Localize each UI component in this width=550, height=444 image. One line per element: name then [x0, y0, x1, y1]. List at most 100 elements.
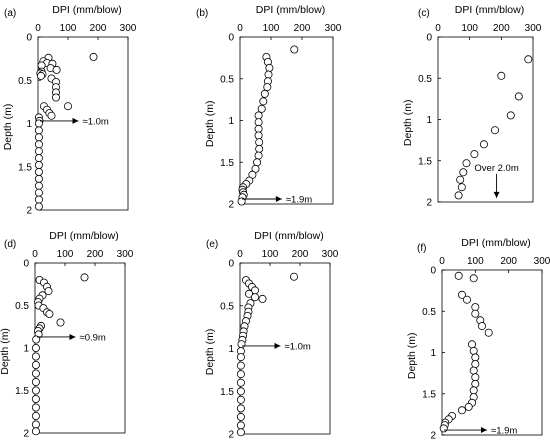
data-point: [237, 197, 246, 206]
data-point: [471, 303, 480, 312]
annotation-label: ≈1.0m: [83, 116, 109, 127]
y-tick-label: 0.5: [220, 74, 234, 85]
y-axis-label: Depth (m): [2, 104, 14, 151]
data-point: [236, 421, 245, 430]
data-point: [34, 174, 43, 183]
data-point: [506, 111, 515, 120]
x-tick-label: 200: [292, 249, 309, 260]
y-tick-label: 0.5: [422, 307, 436, 318]
data-point: [31, 411, 40, 420]
data-point: [253, 158, 262, 167]
chart-panel-c: (c) DPI (mm/blow) Depth (m) 0 100 200 300 0 0.5 1…: [402, 4, 542, 209]
data-point: [484, 328, 493, 337]
data-point: [469, 346, 478, 355]
data-point: [34, 140, 43, 149]
data-point: [52, 65, 61, 74]
y-tick-label: 1.5: [220, 387, 234, 398]
data-point: [45, 309, 54, 318]
data-point: [31, 394, 40, 403]
data-point: [34, 188, 43, 197]
x-axis-label: DPI (mm/blow): [461, 237, 530, 249]
data-point: [56, 318, 65, 327]
annotation-arrowhead: [274, 342, 281, 349]
y-tick-label: 0.5: [418, 74, 432, 85]
x-tick-label: 0: [35, 23, 41, 34]
annotation-arrowhead: [72, 117, 79, 124]
y-tick-label: 0: [228, 33, 234, 44]
data-point: [31, 420, 40, 429]
annotation-label: ≈1.9m: [286, 194, 312, 205]
data-point: [471, 309, 480, 318]
annotation-arrowhead: [275, 195, 282, 202]
data-point: [258, 294, 267, 303]
data-point: [31, 343, 40, 352]
y-tick-label: 0: [430, 266, 436, 277]
y-axis-label: Depth (m): [406, 332, 418, 379]
data-point: [34, 181, 43, 190]
y-tick-label: 1.5: [18, 162, 32, 173]
x-tick-label: 100: [60, 23, 77, 34]
x-axis-label: DPI (mm/blow): [455, 4, 524, 16]
panel-label: (e): [206, 239, 218, 250]
x-tick-label: 100: [263, 23, 280, 34]
data-point: [289, 272, 298, 281]
annotation-arrowhead: [493, 191, 500, 198]
x-tick-label: 0: [237, 249, 243, 260]
x-axis-label: DPI (mm/blow): [256, 4, 325, 16]
data-point: [31, 352, 40, 361]
data-point: [471, 360, 480, 369]
data-point: [34, 195, 43, 204]
data-point: [236, 404, 245, 413]
y-tick-label: 0: [426, 33, 432, 44]
data-point: [469, 274, 478, 283]
data-point: [471, 379, 480, 388]
data-point: [290, 45, 299, 54]
x-tick-label: 100: [262, 249, 279, 260]
data-point: [244, 289, 253, 298]
data-point: [471, 353, 480, 362]
data-point: [237, 340, 246, 349]
y-tick-label: 1: [26, 119, 32, 130]
y-tick-label: 0.5: [15, 301, 29, 312]
data-point: [254, 151, 263, 160]
data-point: [47, 111, 56, 120]
data-point: [64, 102, 73, 111]
data-point: [236, 353, 245, 362]
y-tick-label: 1: [228, 344, 234, 355]
data-point: [260, 89, 269, 98]
panel-label: (f): [417, 243, 426, 254]
y-tick-label: 0.5: [18, 76, 32, 87]
data-point: [250, 293, 259, 302]
x-tick-label: 0: [439, 256, 445, 267]
x-tick-label: 300: [117, 249, 134, 260]
data-point: [259, 97, 268, 106]
x-tick-label: 200: [493, 23, 510, 34]
data-point: [479, 140, 488, 149]
data-point: [236, 387, 245, 396]
data-point: [457, 406, 466, 415]
x-tick-label: 300: [325, 23, 342, 34]
y-tick-label: 1.5: [220, 158, 234, 169]
data-point: [257, 104, 266, 113]
panel-label: (d): [4, 239, 16, 250]
data-point: [265, 63, 274, 72]
chart-panel-f: (f) DPI (mm/blow) Depth (m) 0 100 200 300 0 0.5 1…: [406, 237, 550, 442]
data-point: [34, 147, 43, 156]
chart-panel-e: (e) DPI (mm/blow) Depth (m) 0 100 200 300 0 0.5 1…: [204, 230, 339, 441]
x-tick-label: 300: [322, 249, 339, 260]
y-tick-label: 2: [426, 198, 432, 209]
chart-panel-b: (b) DPI (mm/blow) Depth (m) 0 100 200 300 0 0.5 1…: [196, 4, 342, 211]
x-tick-label: 0: [237, 23, 243, 34]
data-point: [263, 83, 272, 92]
data-point: [467, 340, 476, 349]
data-point: [34, 126, 43, 135]
data-point: [254, 131, 263, 140]
annotation-label: ≈1.9m: [491, 426, 517, 437]
data-point: [34, 133, 43, 142]
x-tick-label: 300: [120, 23, 137, 34]
data-point: [471, 373, 480, 382]
data-point: [52, 93, 61, 102]
data-point: [490, 126, 499, 135]
x-axis-label: DPI (mm/blow): [254, 230, 323, 242]
